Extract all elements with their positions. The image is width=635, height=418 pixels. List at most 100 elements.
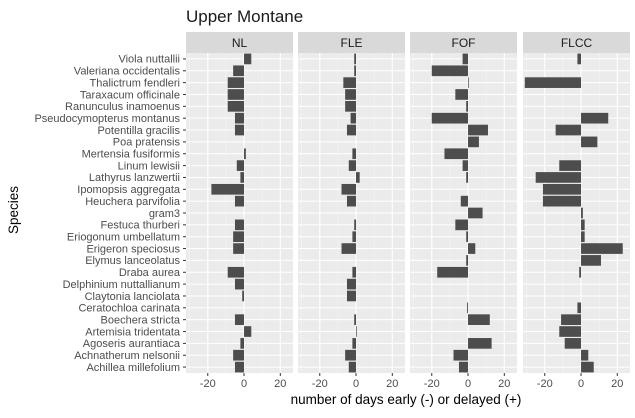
bar-nl [233, 65, 245, 77]
chart-title: Upper Montane [186, 7, 303, 26]
bar-flcc [555, 124, 582, 136]
bar-fle [350, 112, 357, 124]
bar-flcc [581, 361, 594, 373]
facet-strip [298, 32, 405, 53]
bar-nl [244, 148, 246, 160]
bar-fof [444, 148, 469, 160]
bar-fle [345, 89, 357, 100]
bar-fle [352, 231, 357, 243]
y-tick-label: Poa pratensis [113, 137, 181, 149]
bar-fof [437, 266, 469, 278]
panels: NL -20 0 20 FLE -20 0 20 FOF -20 0 20 FLCC -20 0 20 [186, 32, 630, 390]
y-tick-label: Taraxacum officinale [80, 89, 180, 101]
bar-nl [244, 326, 252, 337]
bar-nl [236, 160, 245, 171]
bar-flcc [559, 160, 582, 171]
bar-fle [346, 124, 357, 136]
x-tick-label: 0 [241, 378, 247, 390]
y-tick-label: Agoseris aurantiaca [83, 338, 181, 350]
bar-flcc [577, 302, 582, 314]
y-tick-label: Viola nuttallii [118, 54, 180, 66]
x-tick-label: 0 [353, 378, 359, 390]
bar-nl [234, 278, 245, 290]
y-tick-label: Artemisia tridentata [85, 326, 181, 338]
x-tick-label: 20 [274, 378, 286, 390]
x-axis-title: number of days early (-) or delayed (+) [291, 392, 522, 407]
bar-flcc [581, 112, 609, 124]
bar-nl [227, 101, 245, 112]
bar-flcc [581, 136, 598, 148]
bar-nl [244, 53, 252, 65]
bar-nl [234, 219, 245, 231]
bar-flcc [564, 338, 582, 349]
bar-nl [234, 195, 245, 207]
bar-fle [352, 148, 357, 160]
bar-fof [466, 101, 469, 112]
y-tick-label: Potentilla gracilis [97, 125, 180, 137]
facet-strip-label: FOF [452, 36, 476, 50]
bar-flcc [535, 172, 582, 183]
bar-fle [348, 160, 357, 171]
bar-fof [462, 53, 469, 65]
x-tick-label: -20 [200, 378, 216, 390]
bar-fof [462, 160, 469, 171]
bar-fle [352, 338, 357, 349]
y-tick-label: Linum lewisii [118, 160, 180, 172]
bar-fle [354, 219, 357, 231]
bar-fle [348, 361, 357, 373]
y-tick-label: gram3 [149, 208, 180, 220]
y-tick-label: Draba aurea [119, 267, 181, 279]
bar-fle [352, 266, 357, 278]
bar-fof [466, 172, 469, 183]
bar-flcc [581, 255, 601, 266]
bar-fle [354, 314, 357, 325]
bar-nl [240, 172, 245, 183]
bar-fof [468, 243, 476, 254]
bar-fof [468, 77, 469, 88]
bar-flcc [542, 195, 582, 207]
panel-fof: FOF -20 0 20 [410, 32, 517, 390]
bar-fle [346, 278, 357, 290]
bar-fof [468, 207, 483, 219]
bar-flcc [581, 243, 623, 254]
bar-fle [356, 326, 357, 337]
bar-fle [345, 101, 357, 112]
y-tick-label: Thalictrum fendleri [90, 77, 180, 89]
facet-strip [523, 32, 630, 53]
bar-flcc [581, 231, 585, 243]
y-axis-title: Species [6, 186, 21, 234]
bar-fof [453, 349, 469, 361]
y-tick-label: Ranunculus inamoenus [65, 101, 180, 113]
facet-strip-label: NL [232, 36, 248, 50]
bar-nl [227, 77, 245, 88]
bar-fof [460, 195, 469, 207]
bar-flcc [559, 326, 582, 337]
bar-fle [354, 65, 357, 77]
y-tick-label: Valeriana occidentalis [74, 66, 181, 78]
x-tick-label: 20 [611, 378, 623, 390]
facet-strip-label: FLE [340, 36, 362, 50]
bar-fof [468, 338, 492, 349]
x-tick-label: -20 [537, 378, 553, 390]
bar-nl [234, 112, 245, 124]
y-tick-label: Achnatherum nelsonii [74, 350, 180, 362]
facet-strip [186, 32, 293, 53]
bar-fle [341, 243, 357, 254]
bar-nl [234, 314, 245, 325]
bar-fof [431, 112, 469, 124]
y-tick-label: Boechera stricta [101, 314, 181, 326]
x-tick-label: 0 [465, 378, 471, 390]
bar-flcc [581, 349, 589, 361]
bar-fof [466, 255, 469, 266]
x-tick-label: 0 [578, 378, 584, 390]
y-tick-label: Eriogonum umbellatum [67, 232, 180, 244]
bar-nl [234, 124, 245, 136]
bar-nl [234, 361, 245, 373]
bar-fle [343, 77, 357, 88]
y-tick-label: Claytonia lanciolata [85, 291, 181, 303]
bar-flcc [561, 314, 582, 325]
panel-flcc: FLCC -20 0 20 [523, 32, 630, 390]
